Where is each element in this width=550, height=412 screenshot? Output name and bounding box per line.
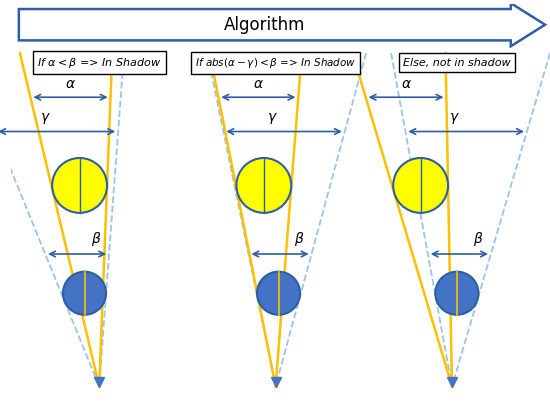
Text: If $abs(\alpha - \gamma) < \beta$ => In Shadow: If $abs(\alpha - \gamma) < \beta$ => In … — [195, 56, 356, 70]
Circle shape — [393, 158, 448, 213]
Text: $\gamma$: $\gamma$ — [40, 111, 51, 126]
Circle shape — [436, 272, 478, 315]
Circle shape — [257, 272, 300, 315]
Text: $\beta$: $\beta$ — [91, 230, 101, 248]
Text: $\alpha$: $\alpha$ — [253, 77, 264, 91]
Circle shape — [63, 272, 106, 315]
Text: $\alpha$: $\alpha$ — [400, 77, 411, 91]
Text: Else, not in shadow: Else, not in shadow — [403, 58, 511, 68]
Circle shape — [52, 158, 107, 213]
Text: $\beta$: $\beta$ — [294, 230, 304, 248]
Text: $\gamma$: $\gamma$ — [267, 111, 278, 126]
Polygon shape — [19, 3, 545, 46]
Text: $\gamma$: $\gamma$ — [449, 111, 460, 126]
Text: $\beta$: $\beta$ — [473, 230, 483, 248]
Text: If $\alpha < \beta$ => In Shadow: If $\alpha < \beta$ => In Shadow — [37, 56, 161, 70]
Text: Algorithm: Algorithm — [224, 16, 305, 34]
Text: $\alpha$: $\alpha$ — [65, 77, 76, 91]
Circle shape — [236, 158, 292, 213]
